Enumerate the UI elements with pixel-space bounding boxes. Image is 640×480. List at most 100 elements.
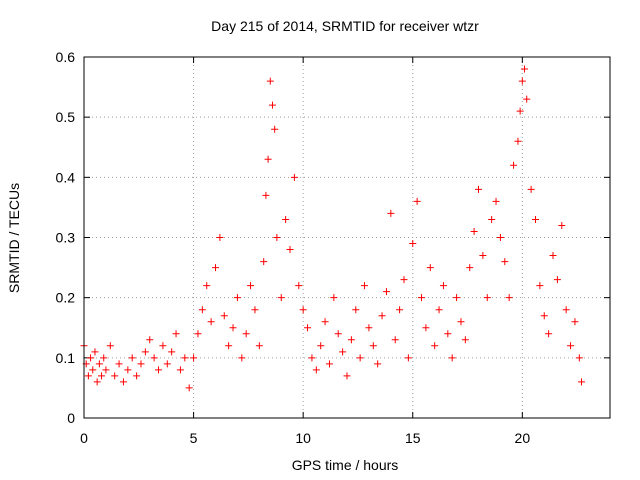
data-point — [488, 215, 496, 223]
data-point — [229, 324, 237, 332]
plot-frame — [83, 56, 611, 419]
data-point — [155, 366, 163, 374]
data-point — [435, 306, 443, 314]
data-point — [409, 240, 417, 248]
data-point — [457, 318, 465, 326]
x-tick-label: 0 — [80, 430, 88, 446]
data-point — [571, 318, 579, 326]
data-point — [501, 258, 509, 266]
data-point — [540, 312, 548, 320]
data-point — [264, 155, 272, 163]
data-point — [84, 372, 92, 380]
data-point — [426, 264, 434, 272]
data-point — [514, 137, 522, 145]
data-point — [422, 324, 430, 332]
data-point — [262, 191, 270, 199]
data-point — [352, 306, 360, 314]
data-point — [247, 282, 255, 290]
x-tick-label: 20 — [515, 430, 531, 446]
data-point — [466, 264, 474, 272]
data-point — [308, 354, 316, 362]
data-point — [444, 330, 452, 338]
data-point — [374, 360, 382, 368]
data-point — [304, 324, 312, 332]
data-point — [369, 342, 377, 350]
chart-title: Day 215 of 2014, SRMTID for receiver wtz… — [211, 18, 479, 34]
data-point — [172, 330, 180, 338]
data-point — [98, 372, 106, 380]
data-point — [111, 372, 119, 380]
data-point — [400, 276, 408, 284]
data-point — [312, 366, 320, 374]
data-point — [562, 306, 570, 314]
data-point — [356, 354, 364, 362]
data-point — [387, 209, 395, 217]
y-tick-label: 0 — [67, 410, 75, 426]
data-point — [159, 342, 167, 350]
y-tick-label: 0.5 — [56, 109, 76, 125]
y-tick-label: 0.3 — [56, 230, 76, 246]
data-point — [510, 161, 518, 169]
data-point — [545, 330, 553, 338]
data-point — [483, 294, 491, 302]
x-tick-label: 5 — [190, 430, 198, 446]
data-point — [325, 360, 333, 368]
data-point — [150, 354, 158, 362]
data-point — [299, 306, 307, 314]
y-tick-label: 0.6 — [56, 49, 76, 65]
data-point — [91, 348, 99, 356]
data-point — [558, 221, 566, 229]
data-point — [549, 252, 557, 260]
data-point — [190, 354, 198, 362]
data-point — [273, 234, 281, 241]
data-point — [137, 360, 145, 368]
data-point — [575, 354, 583, 362]
data-point — [448, 354, 456, 362]
data-point — [220, 312, 228, 320]
x-tick-label: 10 — [295, 430, 311, 446]
data-point — [194, 330, 202, 338]
data-points — [80, 65, 586, 392]
data-point — [176, 366, 184, 374]
y-tick-label: 0.4 — [56, 169, 76, 185]
data-point — [295, 282, 303, 290]
data-point — [106, 342, 114, 350]
data-point — [251, 306, 259, 314]
data-point — [378, 312, 386, 320]
data-point — [321, 318, 329, 326]
data-point — [516, 107, 524, 115]
data-point — [133, 372, 141, 380]
data-point — [439, 282, 447, 290]
data-point — [163, 360, 171, 368]
data-point — [527, 185, 535, 193]
data-point — [404, 354, 412, 362]
data-point — [146, 336, 154, 344]
data-point — [286, 246, 294, 254]
data-point — [128, 354, 136, 362]
data-point — [181, 354, 189, 362]
data-point — [282, 215, 290, 223]
data-point — [238, 354, 246, 362]
data-point — [119, 378, 127, 386]
data-point — [475, 185, 482, 193]
data-point — [418, 294, 426, 302]
data-point — [492, 197, 500, 205]
x-tick-label: 15 — [405, 430, 421, 446]
data-point — [266, 77, 274, 85]
data-point — [203, 282, 211, 290]
data-point — [382, 288, 390, 296]
data-point — [95, 360, 103, 368]
data-point — [334, 330, 342, 338]
y-axis-label: SRMTID / TECUs — [6, 183, 22, 293]
data-point — [102, 366, 110, 374]
data-point — [531, 215, 539, 223]
data-point — [453, 294, 461, 302]
data-point — [93, 378, 101, 386]
data-point — [470, 227, 478, 235]
data-point — [567, 342, 575, 350]
data-point — [553, 276, 561, 284]
data-point — [365, 324, 373, 332]
data-point — [518, 77, 526, 85]
data-point — [100, 354, 108, 362]
